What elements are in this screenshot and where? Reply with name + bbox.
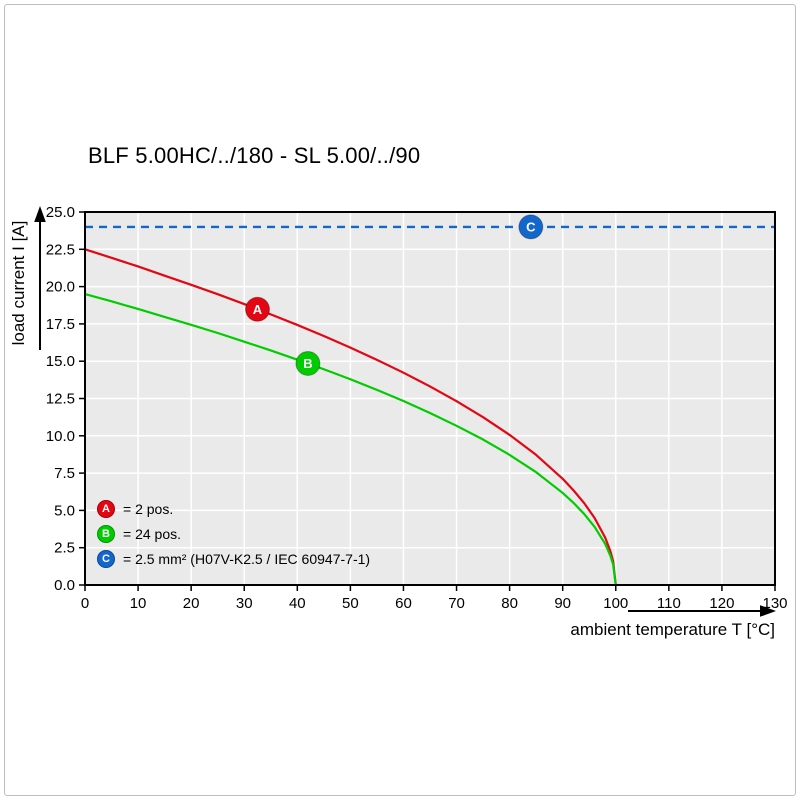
legend-item-C: C = 2.5 mm² (H07V-K2.5 / IEC 60947-7-1) [97, 550, 370, 568]
x-tick-label: 30 [236, 595, 253, 612]
y-tick-label: 10.0 [46, 428, 75, 445]
x-tick-label: 10 [130, 595, 147, 612]
legend-marker-B-icon: B [97, 525, 115, 543]
y-tick-label: 2.5 [54, 540, 75, 557]
legend-label-C: = 2.5 mm² (H07V-K2.5 / IEC 60947-7-1) [123, 551, 371, 567]
marker-A [245, 296, 270, 322]
y-tick-label: 17.5 [46, 316, 75, 333]
x-axis-arrowhead [760, 605, 776, 617]
y-tick-label: 5.0 [54, 502, 75, 519]
series-B-curve [83, 292, 617, 587]
y-tick-label: 12.5 [46, 391, 75, 408]
y-tick-label: 7.5 [54, 465, 75, 482]
marker-B [295, 350, 321, 376]
legend-item-B: B = 24 pos. [97, 525, 370, 543]
marker-C-letter: C [526, 219, 536, 234]
legend-item-A: A = 2 pos. [97, 500, 370, 518]
y-tick-label: 20.0 [46, 279, 75, 296]
x-axis-label: ambient temperature T [°C] [570, 620, 775, 639]
y-axis-arrowhead [34, 206, 46, 222]
legend: A = 2 pos. B = 24 pos. C = 2.5 mm² (H07V-K2.5… [97, 500, 370, 568]
x-tick-label: 70 [448, 595, 465, 612]
x-tick-label: 110 [657, 595, 681, 612]
x-tick-label: 100 [603, 595, 628, 612]
marker-A-letter: A [253, 302, 263, 317]
x-tick-label: 90 [554, 595, 571, 612]
series-A-curve [83, 248, 617, 587]
legend-marker-A-icon: A [97, 500, 115, 518]
marker-C [518, 214, 544, 240]
y-tick-label: 25.0 [46, 204, 75, 221]
chart-title: BLF 5.00HC/../180 - SL 5.00/../90 [88, 143, 421, 168]
x-tick-label: 40 [289, 595, 306, 612]
legend-label-A: = 2 pos. [123, 501, 174, 517]
legend-label-B: = 24 pos. [123, 526, 181, 542]
y-tick-label: 15.0 [46, 353, 75, 370]
x-tick-label: 50 [342, 595, 359, 612]
x-tick-label: 60 [395, 595, 412, 612]
x-tick-label: 80 [501, 595, 518, 612]
legend-marker-C-icon: C [97, 550, 115, 568]
x-tick-label: 20 [183, 595, 200, 612]
y-tick-label: 0.0 [54, 577, 75, 594]
y-axis-label: load current I [A] [9, 220, 28, 346]
y-tick-label: 22.5 [46, 241, 75, 258]
x-tick-label: 0 [81, 595, 89, 612]
x-tick-label: 130 [762, 595, 787, 612]
x-tick-label: 120 [709, 595, 734, 612]
marker-B-letter: B [303, 356, 312, 371]
